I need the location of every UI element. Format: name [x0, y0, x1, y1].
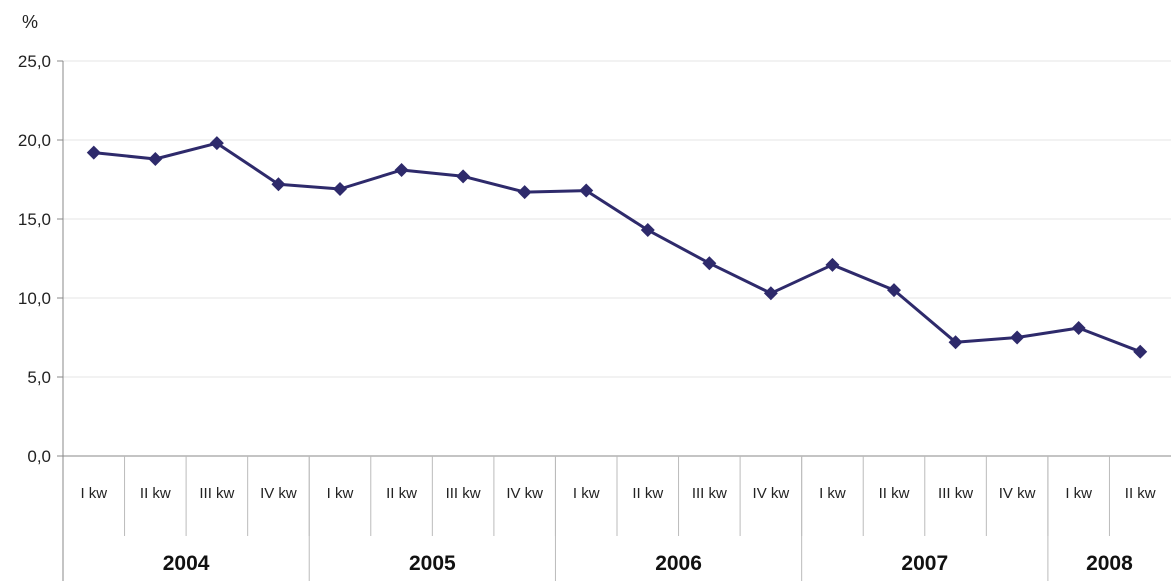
data-point: [887, 283, 901, 298]
data-point: [1071, 321, 1086, 336]
data-point: [702, 256, 717, 271]
y-tick-label: 15,0: [18, 210, 51, 229]
year-label: 2004: [163, 552, 210, 575]
data-point: [209, 136, 224, 151]
x-tick-label: I kw: [1065, 485, 1092, 502]
data-point: [394, 163, 409, 178]
series-line: [93, 141, 1141, 354]
x-tick-label: II kw: [632, 485, 663, 502]
x-tick-label: IV kw: [260, 485, 297, 502]
data-point: [948, 335, 963, 350]
x-tick-label: II kw: [140, 485, 171, 502]
year-label: 2005: [409, 552, 456, 575]
year-label: 2006: [655, 552, 702, 575]
data-point: [1010, 330, 1025, 345]
y-tick-label: 25,0: [18, 52, 51, 71]
x-tick-label: I kw: [327, 485, 354, 502]
x-tick-label: I kw: [819, 485, 846, 502]
x-tick-label: II kw: [386, 485, 417, 502]
series-layer: [86, 136, 1148, 359]
x-tick-label: II kw: [879, 485, 910, 502]
data-point: [825, 257, 840, 272]
gridlines: [63, 60, 1171, 378]
data-point: [763, 286, 778, 301]
data-point: [333, 181, 347, 196]
data-point: [148, 151, 163, 166]
data-point: [1133, 344, 1148, 359]
y-tick-label: 5,0: [27, 368, 51, 387]
x-axis: I kw II kw III kw IV kw I kw II kw III kw IV kw…: [62, 61, 1171, 581]
y-axis-unit-label: %: [22, 12, 38, 32]
year-label: 2007: [901, 552, 948, 575]
x-tick-label: II kw: [1125, 485, 1156, 502]
x-tick-label: I kw: [573, 485, 600, 502]
x-tick-label: IV kw: [999, 485, 1036, 502]
y-tick-label: 20,0: [18, 131, 51, 150]
x-tick-label: III kw: [199, 485, 234, 502]
x-tick-label: III kw: [446, 485, 481, 502]
y-tick-label: 0,0: [27, 447, 51, 466]
data-point: [517, 185, 532, 200]
data-point: [579, 183, 594, 198]
data-point: [640, 223, 655, 238]
x-tick-label: III kw: [938, 485, 973, 502]
year-label: 2008: [1086, 552, 1133, 575]
x-tick-label: I kw: [80, 485, 107, 502]
y-axis-ticks: 0,0 5,0 10,0 15,0 20,0 25,0: [18, 52, 63, 466]
x-tick-label: IV kw: [753, 485, 790, 502]
x-tick-label: IV kw: [506, 485, 543, 502]
y-tick-label: 10,0: [18, 289, 51, 308]
x-tick-label: III kw: [692, 485, 727, 502]
data-point: [271, 177, 286, 192]
data-point: [86, 145, 101, 160]
data-point: [456, 169, 471, 184]
